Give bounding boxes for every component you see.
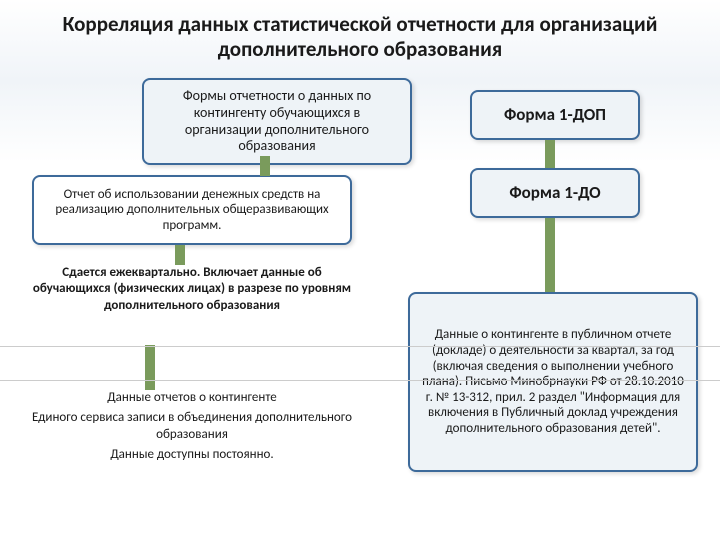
box-form1do: Форма 1-ДО	[470, 168, 640, 218]
box-form1dop: Форма 1-ДОП	[470, 90, 640, 140]
connector-3	[175, 245, 185, 265]
sub-left-mid: Сдается ежеквартально. Включает данные о…	[32, 265, 352, 318]
sub-left-bottom: Данные отчетов о контингенте Единого сер…	[32, 390, 352, 467]
sub-left-bottom-l2: Единого сервиса записи в объединения доп…	[32, 410, 352, 443]
connector-4	[145, 345, 155, 390]
sub-left-bottom-l3: Данные доступны постоянно.	[32, 447, 352, 463]
sub-left-bottom-l1: Данные отчетов о контингенте	[32, 390, 352, 406]
sub-left-mid-line: Сдается ежеквартально. Включает данные о…	[32, 265, 352, 314]
page-title: Корреляция данных статистической отчетно…	[0, 0, 720, 70]
divider-1	[0, 380, 720, 381]
connector-0	[260, 156, 270, 176]
connector-1	[545, 140, 555, 168]
connector-2	[545, 218, 555, 292]
box-left-report: Отчет об использовании денежных средств …	[32, 175, 352, 245]
box-top-center: Формы отчетности о данных по контингенту…	[142, 78, 412, 165]
box-right-big: Данные о контингенте в публичном отчете …	[408, 292, 698, 472]
divider-0	[0, 346, 720, 347]
